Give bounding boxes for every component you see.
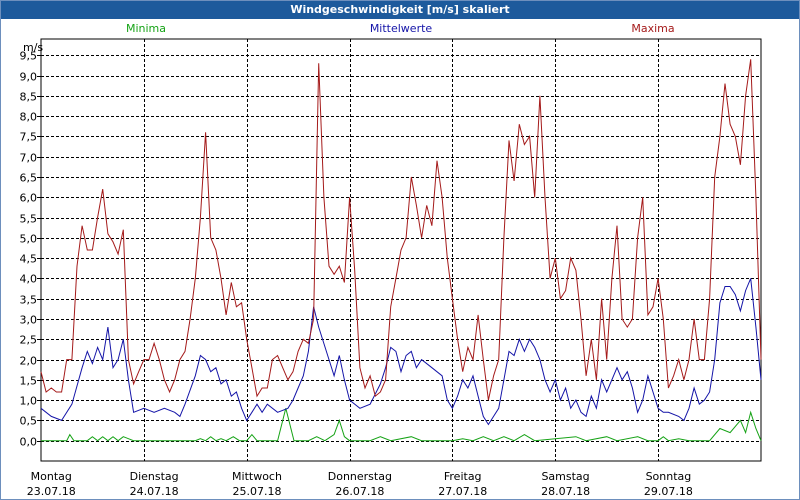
y-tick-label: 0,0 [20,436,38,449]
x-day-label: Dienstag [130,470,179,483]
y-tick-label: 7,5 [20,131,38,144]
y-tick-label: 5,0 [20,233,38,246]
x-date-label: 28.07.18 [541,485,590,498]
y-tick-label: 1,0 [20,395,38,408]
x-day-label: Montag [31,470,72,483]
x-day-label: Mittwoch [232,470,282,483]
window-title: Windgeschwindigkeit [m/s] skaliert [1,1,799,19]
y-tick-label: 2,5 [20,334,38,347]
y-tick-label: 1,5 [20,375,38,388]
x-day-label: Donnerstag [328,470,392,483]
legend-minima: Minima [126,22,166,35]
x-date-label: 23.07.18 [27,485,76,498]
legend-maxima: Maxima [631,22,674,35]
x-date-label: 29.07.18 [644,485,693,498]
y-axis-unit: m/s [23,41,43,54]
x-date-label: 26.07.18 [335,485,384,498]
y-tick-label: 8,5 [20,91,38,104]
legend-mittelwerte: Mittelwerte [370,22,433,35]
x-date-label: 25.07.18 [233,485,282,498]
y-tick-label: 2,0 [20,355,38,368]
x-date-label: 24.07.18 [130,485,179,498]
y-tick-label: 0,5 [20,415,38,428]
y-tick-label: 9,5 [20,50,38,63]
y-tick-label: 3,0 [20,314,38,327]
x-day-label: Samstag [541,470,589,483]
series-line-mittelwerte [40,278,762,426]
series-line-maxima [40,59,762,401]
y-tick-label: 7,0 [20,152,38,165]
x-day-label: Sonntag [646,470,692,483]
y-tick-label: 8,0 [20,111,38,124]
series-line-minima [41,408,762,442]
y-tick-label: 3,5 [20,294,38,307]
y-tick-label: 5,5 [20,213,38,226]
y-tick-label: 6,0 [20,192,38,205]
wind-speed-chart: 0,0 0,5 1,0 1,5 2,0 2,5 3,0 3,5 4,0 4,5 5,0 5,5 6,0 6… [20,22,762,498]
x-day-label: Freitag [444,470,482,483]
x-date-label: 27.07.18 [438,485,487,498]
y-tick-label: 6,5 [20,172,38,185]
y-tick-label: 4,0 [20,273,38,286]
y-tick-label: 9,0 [20,71,38,84]
y-tick-label: 4,5 [20,253,38,266]
